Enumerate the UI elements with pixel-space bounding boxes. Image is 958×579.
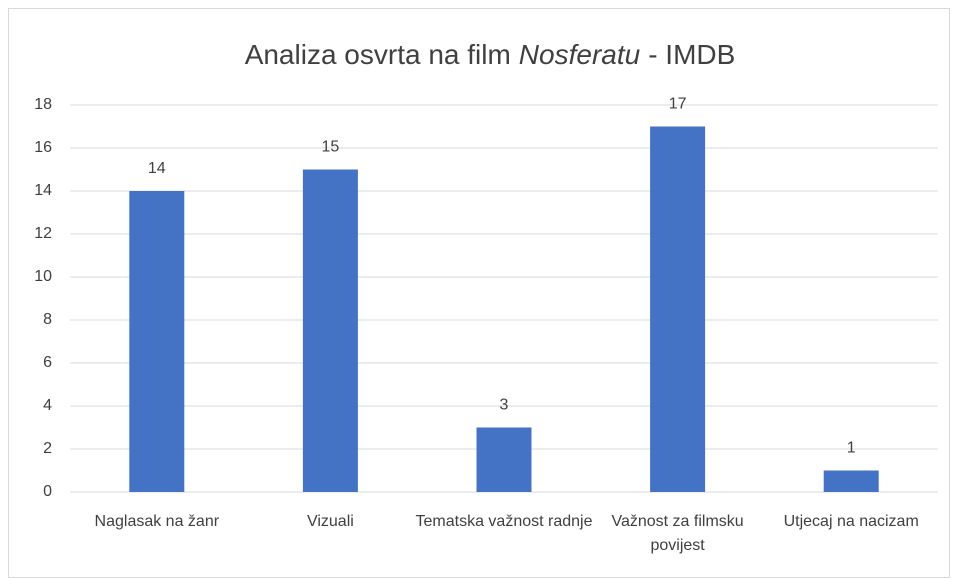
bar: [302, 169, 358, 492]
bar: [476, 427, 532, 492]
title-part: Nosferatu: [519, 39, 641, 70]
chart-title: Analiza osvrta na film Nosferatu - IMDB: [245, 39, 736, 70]
data-label: 15: [322, 139, 340, 156]
y-tick-label: 4: [43, 397, 52, 414]
x-tick-label: Tematska važnost radnje: [415, 513, 593, 530]
y-tick-label: 14: [34, 182, 52, 199]
y-tick-label: 0: [43, 483, 52, 500]
data-label: 14: [148, 160, 166, 177]
y-tick-label: 10: [34, 268, 52, 285]
data-label: 3: [500, 397, 509, 414]
x-tick-label: Vizuali: [306, 513, 354, 530]
title-part: - IMDB: [648, 39, 735, 70]
y-tick-label: 12: [34, 225, 52, 242]
y-tick-label: 16: [34, 139, 52, 156]
bar: [129, 191, 185, 492]
title-part: Analiza osvrta na film: [245, 39, 511, 70]
y-tick-label: 2: [43, 440, 52, 457]
x-tick-label: Utjecaj na nacizam: [783, 513, 919, 530]
data-label: 17: [669, 96, 687, 113]
y-tick-label: 8: [43, 311, 52, 328]
bar: [823, 470, 879, 492]
data-label: 1: [847, 440, 856, 457]
bar: [650, 126, 706, 492]
x-tick-label: Naglasak na žanr: [94, 513, 220, 530]
x-tick-label: Važnost za filmsku povijest: [611, 513, 744, 554]
y-tick-label: 18: [34, 96, 52, 113]
y-tick-label: 6: [43, 354, 52, 371]
